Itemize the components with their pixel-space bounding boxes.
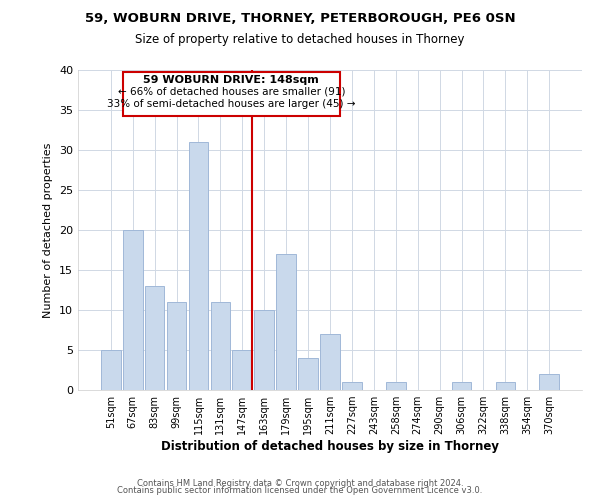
Bar	[211, 302, 230, 390]
Bar	[188, 142, 208, 390]
Text: Contains HM Land Registry data © Crown copyright and database right 2024.: Contains HM Land Registry data © Crown c…	[137, 478, 463, 488]
Text: ← 66% of detached houses are smaller (91): ← 66% of detached houses are smaller (91…	[118, 86, 345, 97]
Text: Size of property relative to detached houses in Thorney: Size of property relative to detached ho…	[135, 32, 465, 46]
Bar	[386, 382, 406, 390]
Bar	[539, 374, 559, 390]
Bar	[276, 254, 296, 390]
Bar	[342, 382, 362, 390]
FancyBboxPatch shape	[123, 72, 340, 117]
Text: 59, WOBURN DRIVE, THORNEY, PETERBOROUGH, PE6 0SN: 59, WOBURN DRIVE, THORNEY, PETERBOROUGH,…	[85, 12, 515, 26]
Bar	[496, 382, 515, 390]
Text: 33% of semi-detached houses are larger (45) →: 33% of semi-detached houses are larger (…	[107, 100, 356, 110]
Bar	[452, 382, 472, 390]
Text: Contains public sector information licensed under the Open Government Licence v3: Contains public sector information licen…	[118, 486, 482, 495]
Text: 59 WOBURN DRIVE: 148sqm: 59 WOBURN DRIVE: 148sqm	[143, 74, 319, 85]
Bar	[167, 302, 187, 390]
Bar	[101, 350, 121, 390]
Bar	[254, 310, 274, 390]
Bar	[123, 230, 143, 390]
Bar	[145, 286, 164, 390]
X-axis label: Distribution of detached houses by size in Thorney: Distribution of detached houses by size …	[161, 440, 499, 453]
Bar	[298, 358, 318, 390]
Y-axis label: Number of detached properties: Number of detached properties	[43, 142, 53, 318]
Bar	[232, 350, 252, 390]
Bar	[320, 334, 340, 390]
